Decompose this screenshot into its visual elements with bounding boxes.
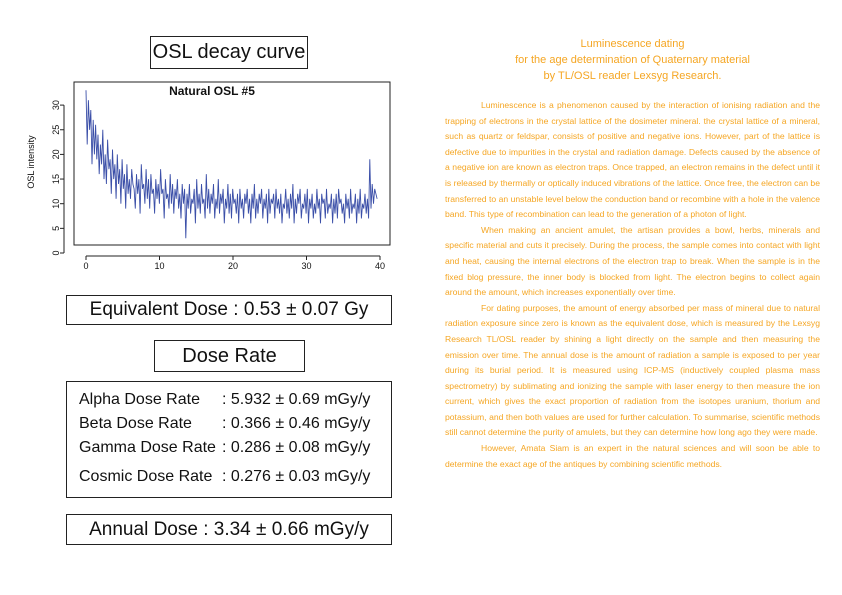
x-tick-label: 40	[375, 261, 385, 270]
plot-frame	[73, 81, 391, 246]
article-heading-line: by TL/OSL reader Lexsyg Research.	[543, 70, 722, 82]
x-tick-label: 30	[301, 261, 311, 270]
dose-rate-value: : 0.276 ± 0.03 mGy/y	[222, 468, 371, 485]
article-paragraph: When making an ancient amulet, the artis…	[445, 224, 820, 298]
y-tick-label: 20	[51, 149, 61, 159]
dose-rate-title: Dose Rate	[154, 340, 305, 372]
x-tick-label: 10	[154, 261, 164, 270]
chart-root: Natural OSL #5 OSL intensity 0 5 10 15 20 25 30 0…	[26, 81, 391, 270]
annual-dose-box: Annual Dose : 3.34 ± 0.66 mGy/y	[66, 514, 392, 545]
dose-rate-name: Gamma Dose Rate	[79, 439, 216, 456]
y-tick-label: 10	[51, 199, 61, 209]
equivalent-dose-text: Equivalent Dose : 0.53 ± 0.07 Gy	[89, 299, 369, 320]
x-tick-label: 20	[228, 261, 238, 270]
article-heading: Luminescence dating for the age determin…	[445, 36, 820, 84]
dose-rate-value: : 0.286 ± 0.08 mGy/y	[222, 439, 371, 456]
dose-rate-title-text: Dose Rate	[182, 344, 277, 367]
dose-rate-name: Alpha Dose Rate	[79, 391, 200, 408]
y-tick-label: 5	[51, 226, 61, 231]
dose-rate-name: Cosmic Dose Rate	[79, 468, 213, 485]
equivalent-dose-box: Equivalent Dose : 0.53 ± 0.07 Gy	[66, 295, 392, 325]
dose-rate-value: : 5.932 ± 0.69 mGy/y	[222, 391, 371, 408]
article-paragraph: However, Amata Siam is an expert in the …	[445, 443, 820, 469]
annual-dose-text: Annual Dose : 3.34 ± 0.66 mGy/y	[89, 518, 369, 540]
osl-decay-title: OSL decay curve	[150, 36, 308, 69]
series-line	[85, 90, 378, 239]
dose-rate-row-gamma: Gamma Dose Rate : 0.286 ± 0.08 mGy/y	[79, 439, 370, 457]
chart-title: Natural OSL #5	[169, 84, 255, 98]
dose-rate-row-cosmic: Cosmic Dose Rate : 0.276 ± 0.03 mGy/y	[79, 468, 370, 486]
y-tick-label: 25	[51, 125, 61, 135]
article: Luminescence dating for the age determin…	[445, 36, 820, 472]
osl-chart: Natural OSL #5 OSL intensity 0 5 10 15 20 25 30 0…	[26, 81, 391, 270]
article-heading-line: Luminescence dating	[580, 38, 685, 50]
dose-rate-row-beta: Beta Dose Rate : 0.366 ± 0.46 mGy/y	[79, 415, 370, 433]
dose-rate-value: : 0.366 ± 0.46 mGy/y	[222, 415, 371, 432]
y-axis-label: OSL intensity	[26, 135, 36, 189]
article-heading-line: for the age determination of Quaternary …	[515, 54, 750, 66]
y-tick-label: 0	[51, 250, 61, 255]
dose-rate-row-alpha: Alpha Dose Rate : 5.932 ± 0.69 mGy/y	[79, 391, 370, 409]
osl-decay-title-text: OSL decay curve	[152, 41, 306, 63]
dose-rate-name: Beta Dose Rate	[79, 415, 192, 432]
x-tick-label: 0	[83, 261, 88, 270]
dose-rates-box: Alpha Dose Rate : 5.932 ± 0.69 mGy/y Beta…	[66, 381, 392, 498]
article-paragraph: Luminescence is a phenomenon caused by t…	[445, 100, 820, 220]
y-tick-label: 15	[51, 174, 61, 184]
y-tick-label: 30	[51, 100, 61, 110]
article-paragraph: For dating purposes, the amount of energ…	[445, 302, 820, 438]
